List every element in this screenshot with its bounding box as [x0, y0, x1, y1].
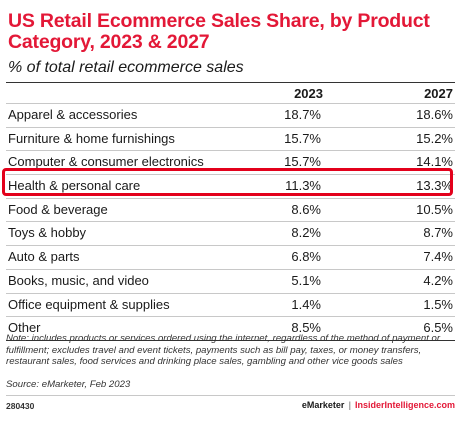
source-note: Source: eMarketer, Feb 2023: [6, 379, 131, 390]
table-row: Health & personal care 11.3% 13.3%: [6, 174, 455, 198]
footer-divider: [6, 395, 455, 396]
table-row: Apparel & accessories 18.7% 18.6%: [6, 103, 455, 127]
row-value-2023: 6.8%: [291, 249, 321, 265]
footnote: Note: includes products or services orde…: [6, 333, 441, 368]
brand-name: eMarketer: [301, 400, 345, 410]
chart-title: US Retail Ecommerce Sales Share, by Prod…: [8, 10, 430, 53]
column-header-2023: 2023: [294, 86, 323, 101]
row-value-2023: 8.5%: [291, 320, 321, 336]
data-table: Apparel & accessories 18.7% 18.6% Furniture…: [6, 103, 455, 341]
column-header-2027: 2027: [424, 86, 453, 101]
row-value-2027: 7.4%: [423, 249, 453, 265]
row-category: Office equipment & supplies: [8, 296, 170, 312]
row-value-2027: 18.6%: [416, 107, 453, 122]
highlight-box: [2, 168, 453, 196]
chart-id: 280430: [6, 401, 35, 411]
row-value-2023: 15.7%: [284, 130, 321, 146]
row-value-2023: 15.7%: [284, 154, 321, 170]
row-category: Health & personal care: [8, 178, 141, 194]
table-row: Computer & consumer electronics 15.7% 14.1…: [6, 150, 455, 174]
row-value-2023: 18.7%: [284, 107, 321, 122]
row-value-2027: 15.2%: [416, 130, 453, 146]
table-row: Food & beverage 8.6% 10.5%: [6, 197, 455, 222]
brand-footer: eMarketer | InsiderIntelligence.com: [302, 400, 455, 410]
chart-subtitle: % of total retail ecommerce sales: [8, 59, 244, 76]
row-value-2027: 6.5%: [423, 320, 453, 336]
row-category: Other: [8, 320, 41, 336]
row-category: Books, music, and video: [8, 272, 149, 288]
row-category: Food & beverage: [8, 201, 108, 217]
row-value-2027: 14.1%: [416, 154, 453, 170]
table-row: Books, music, and video 5.1% 4.2%: [6, 268, 455, 293]
table-row: Other 8.5% 6.5%: [6, 316, 455, 341]
row-value-2023: 8.2%: [291, 225, 321, 241]
row-value-2027: 8.7%: [423, 225, 453, 241]
row-value-2023: 1.4%: [291, 296, 321, 312]
brand-separator: |: [348, 400, 351, 410]
row-value-2027: 1.5%: [423, 296, 453, 312]
table-row: Toys & hobby 8.2% 8.7%: [6, 221, 455, 245]
table-row: Furniture & home furnishings 15.7% 15.2%: [6, 126, 455, 151]
row-category: Toys & hobby: [8, 225, 87, 241]
row-value-2027: 10.5%: [416, 201, 453, 217]
header-divider: [6, 82, 455, 83]
row-value-2027: 13.3%: [416, 178, 453, 194]
brand-site: InsiderIntelligence.com: [354, 400, 455, 410]
table-row: Auto & parts 6.8% 7.4%: [6, 245, 455, 269]
row-category: Furniture & home furnishings: [8, 130, 175, 146]
row-value-2027: 4.2%: [423, 272, 453, 288]
row-value-2023: 11.3%: [285, 178, 321, 194]
row-category: Auto & parts: [8, 249, 80, 265]
table-row: Office equipment & supplies 1.4% 1.5%: [6, 292, 455, 317]
row-value-2023: 8.6%: [291, 201, 321, 217]
row-value-2023: 5.1%: [291, 272, 321, 288]
row-category: Apparel & accessories: [8, 107, 138, 122]
row-category: Computer & consumer electronics: [8, 154, 204, 170]
